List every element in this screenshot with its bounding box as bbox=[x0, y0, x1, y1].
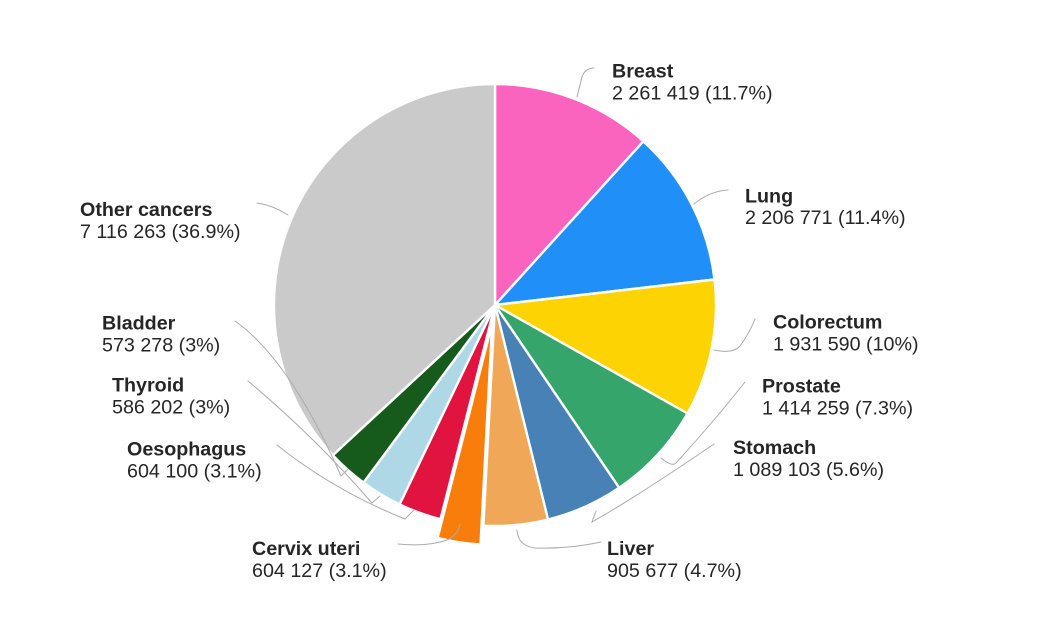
svg-text:2 261 419 (11.7%): 2 261 419 (11.7%) bbox=[612, 83, 773, 105]
svg-text:Thyroid: Thyroid bbox=[112, 375, 184, 397]
svg-text:1 089 103 (5.6%): 1 089 103 (5.6%) bbox=[733, 459, 884, 481]
svg-text:905 677 (4.7%): 905 677 (4.7%) bbox=[607, 560, 742, 582]
svg-text:Liver: Liver bbox=[607, 538, 654, 560]
svg-text:Lung: Lung bbox=[745, 185, 793, 207]
svg-text:573 278 (3%): 573 278 (3%) bbox=[102, 335, 220, 357]
svg-text:Stomach: Stomach bbox=[733, 437, 816, 459]
svg-text:2 206 771 (11.4%): 2 206 771 (11.4%) bbox=[745, 207, 906, 229]
svg-text:1 414 259 (7.3%): 1 414 259 (7.3%) bbox=[762, 397, 913, 419]
svg-text:Prostate: Prostate bbox=[762, 375, 841, 397]
svg-text:604 100 (3.1%): 604 100 (3.1%) bbox=[127, 460, 262, 482]
svg-text:Colorectum: Colorectum bbox=[773, 312, 882, 334]
svg-text:7 116 263 (36.9%): 7 116 263 (36.9%) bbox=[80, 221, 241, 243]
svg-text:Bladder: Bladder bbox=[102, 313, 176, 335]
svg-text:586 202 (3%): 586 202 (3%) bbox=[112, 397, 230, 419]
svg-text:604 127 (3.1%): 604 127 (3.1%) bbox=[252, 560, 387, 582]
svg-text:Other cancers: Other cancers bbox=[80, 199, 212, 221]
svg-text:Breast: Breast bbox=[612, 61, 674, 83]
svg-text:1 931 590 (10%): 1 931 590 (10%) bbox=[773, 334, 919, 356]
svg-text:Oesophagus: Oesophagus bbox=[127, 438, 246, 460]
svg-text:Cervix uteri: Cervix uteri bbox=[252, 538, 360, 560]
